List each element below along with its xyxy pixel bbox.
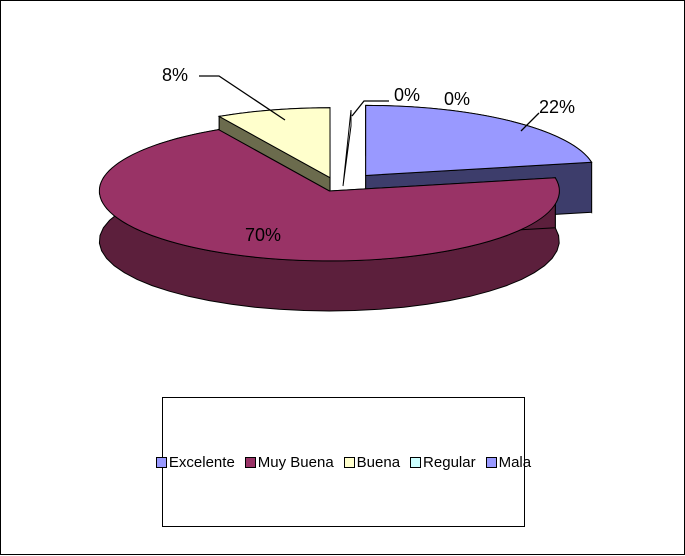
legend-item-excelente: Excelente bbox=[156, 454, 235, 471]
legend-item-muy-buena: Muy Buena bbox=[245, 454, 334, 471]
legend-item-mala: Mala bbox=[486, 454, 532, 471]
slice-top-regular bbox=[343, 110, 351, 186]
legend-item-regular: Regular bbox=[410, 454, 476, 471]
legend-label: Excelente bbox=[169, 454, 235, 471]
data-label-regular: 0% bbox=[394, 85, 420, 105]
legend-swatch bbox=[156, 457, 167, 468]
legend-swatch bbox=[245, 457, 256, 468]
legend-swatch bbox=[344, 457, 355, 468]
legend-label: Mala bbox=[499, 454, 532, 471]
legend-label: Buena bbox=[357, 454, 400, 471]
data-label-muy-buena: 70% bbox=[245, 225, 281, 245]
data-label-mala: 0% bbox=[444, 89, 470, 109]
legend-label: Muy Buena bbox=[258, 454, 334, 471]
legend-swatch bbox=[486, 457, 497, 468]
legend-item-buena: Buena bbox=[344, 454, 400, 471]
data-label-excelente: 22% bbox=[539, 97, 575, 117]
data-label-buena: 8% bbox=[162, 65, 188, 85]
legend-label: Regular bbox=[423, 454, 476, 471]
legend-swatch bbox=[410, 457, 421, 468]
